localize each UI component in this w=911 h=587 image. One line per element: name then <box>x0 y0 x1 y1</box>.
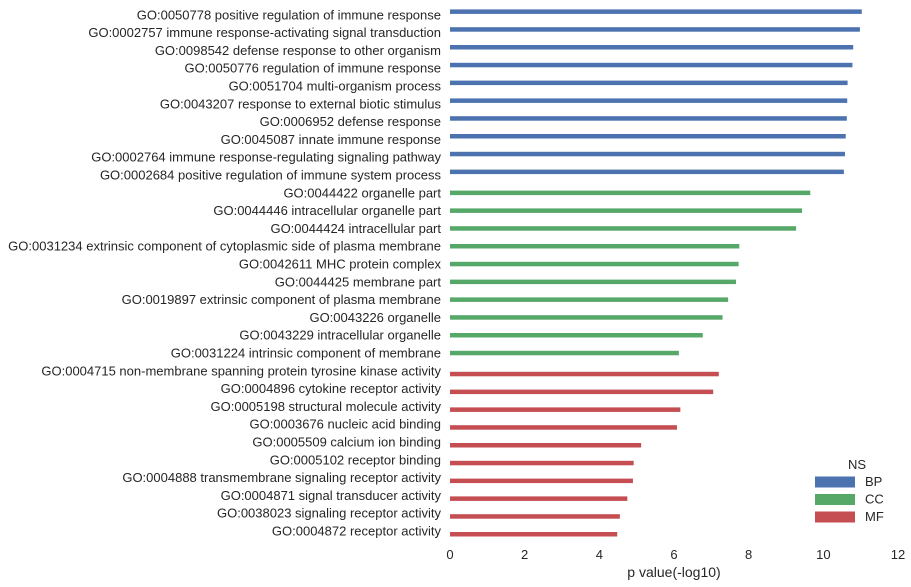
y-tick-label: GO:0042611 MHC protein complex <box>239 257 442 272</box>
x-tick-label: 8 <box>745 547 752 562</box>
legend-label-cc: CC <box>865 491 884 506</box>
bar-5 <box>450 80 848 86</box>
legend-swatch-mf <box>815 511 855 523</box>
bar-22 <box>450 389 714 395</box>
y-tick-label: GO:0051704 multi-organism process <box>229 79 442 94</box>
y-tick-label: GO:0043229 intracellular organelle <box>239 328 441 343</box>
bar-30 <box>450 532 618 537</box>
bar-15 <box>450 261 739 267</box>
y-tick-label: GO:0038023 signaling receptor activity <box>217 506 442 521</box>
y-tick-label: GO:0004888 transmembrane signaling recep… <box>122 470 441 485</box>
y-tick-label: GO:0050776 regulation of immune response <box>184 61 441 76</box>
y-tick-label: GO:0002684 positive regulation of immune… <box>100 168 442 183</box>
bar-3 <box>450 45 854 50</box>
legend-swatch-bp <box>815 476 855 488</box>
bar-24 <box>450 425 677 430</box>
y-tick-label: GO:0031224 intrinsic component of membra… <box>171 346 441 361</box>
legend-title: NS <box>848 457 866 472</box>
y-tick-label: GO:0004871 signal transducer activity <box>221 488 442 503</box>
x-tick-label: 0 <box>446 547 453 562</box>
legend: NS BP CC MF <box>815 457 884 524</box>
x-tick-label: 10 <box>816 547 830 562</box>
y-tick-label: GO:0006952 defense response <box>260 114 441 129</box>
y-tick-label: GO:0002764 immune response-regulating si… <box>91 150 441 165</box>
y-tick-label: GO:0019897 extrinsic component of plasma… <box>122 292 441 307</box>
bar-1 <box>450 9 862 14</box>
bar-9 <box>450 151 845 157</box>
bar-7 <box>450 116 847 121</box>
y-tick-label: GO:0005198 structural molecule activity <box>211 399 442 414</box>
y-tick-label: GO:0043207 response to external biotic s… <box>160 96 442 111</box>
bar-2 <box>450 27 860 32</box>
x-tick-label: 2 <box>521 547 528 562</box>
bar-13 <box>450 226 797 231</box>
y-tick-label: GO:0098542 defense response to other org… <box>155 43 441 58</box>
y-tick-label: GO:0003676 nucleic acid binding <box>249 417 441 432</box>
y-tick-label: GO:0031234 extrinsic component of cytopl… <box>8 239 441 254</box>
y-tick-label: GO:0002757 immune response-activating si… <box>88 25 441 40</box>
y-tick-label: GO:0004872 receptor activity <box>272 524 442 539</box>
y-tick-label: GO:0045087 innate immune response <box>221 132 441 147</box>
bar-12 <box>450 208 803 213</box>
y-tick-label: GO:0044446 intracellular organelle part <box>213 203 441 218</box>
x-tick-labels: 0 2 4 6 8 10 12 <box>446 547 905 562</box>
bar-17 <box>450 297 729 302</box>
bar-4 <box>450 62 853 68</box>
bar-23 <box>450 407 681 412</box>
bar-28 <box>450 496 628 501</box>
bar-19 <box>450 333 703 338</box>
bar-27 <box>450 478 633 484</box>
bar-18 <box>450 315 723 320</box>
x-tick-label: 6 <box>670 547 677 562</box>
y-tick-label: GO:0004896 cytokine receptor activity <box>221 381 442 396</box>
y-tick-label: GO:0005509 calcium ion binding <box>252 435 441 450</box>
bar-6 <box>450 98 848 103</box>
legend-label-bp: BP <box>865 474 882 489</box>
bar-20 <box>450 350 679 356</box>
legend-label-mf: MF <box>865 509 884 524</box>
y-tick-label: GO:0004715 non-membrane spanning protein… <box>41 363 441 378</box>
bars-group <box>450 9 862 537</box>
y-tick-label: GO:0044424 intracellular part <box>270 221 441 236</box>
y-tick-label: GO:0043226 organelle <box>309 310 441 325</box>
bar-11 <box>450 190 811 196</box>
bar-14 <box>450 244 740 249</box>
bar-8 <box>450 134 846 139</box>
bar-26 <box>450 460 634 466</box>
bar-25 <box>450 443 642 448</box>
bar-29 <box>450 514 620 519</box>
y-tick-labels: GO:0050778 positive regulation of immune… <box>8 7 441 538</box>
y-tick-label: GO:0044425 membrane part <box>275 274 442 289</box>
bar-21 <box>450 371 719 377</box>
x-tick-label: 4 <box>596 547 603 562</box>
y-tick-label: GO:0044422 organelle part <box>283 185 441 200</box>
legend-swatch-cc <box>815 494 855 505</box>
y-tick-label: GO:0050778 positive regulation of immune… <box>137 7 441 22</box>
x-tick-label: 12 <box>891 547 905 562</box>
bar-10 <box>450 169 844 175</box>
y-tick-label: GO:0005102 receptor binding <box>270 452 441 467</box>
bar-16 <box>450 279 736 285</box>
x-axis-label: p value(-log10) <box>627 564 720 580</box>
